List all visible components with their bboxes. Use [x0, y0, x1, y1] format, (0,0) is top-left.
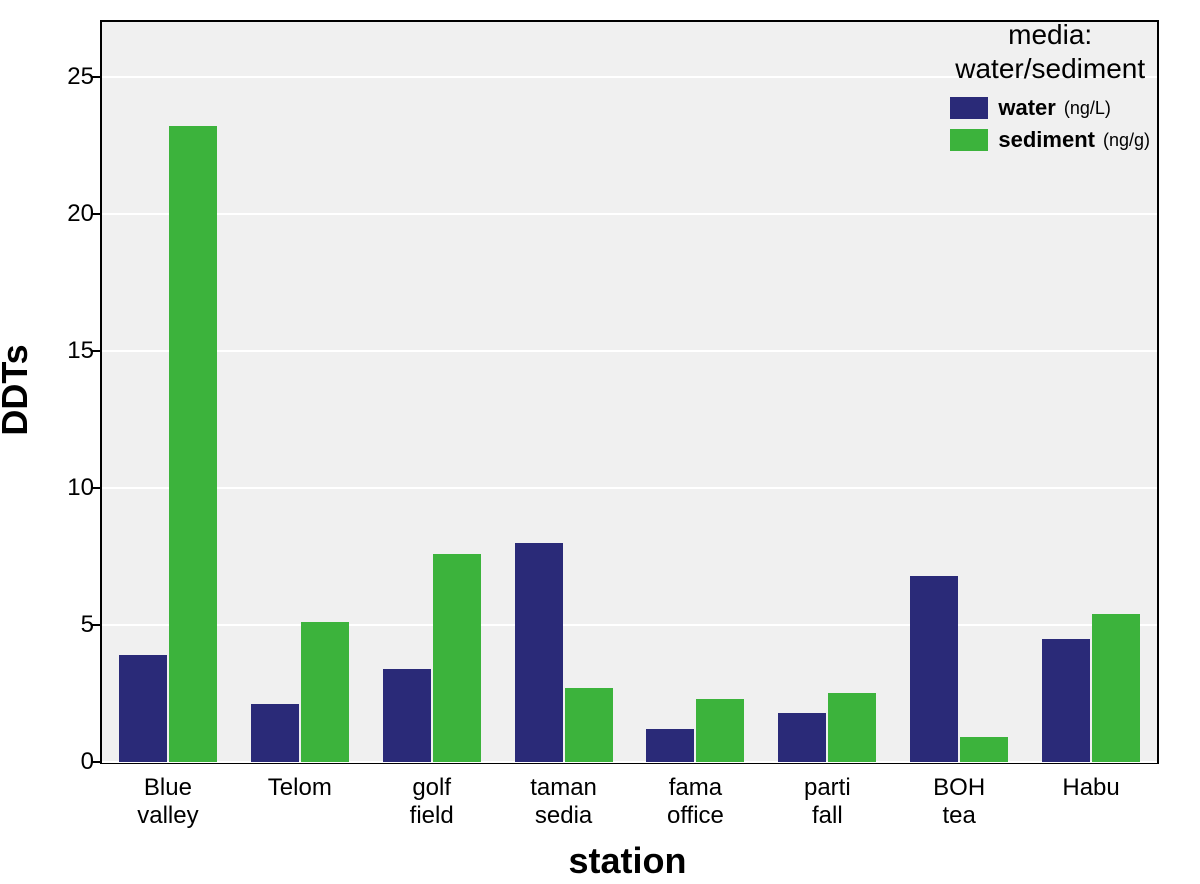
bar-water — [251, 704, 299, 762]
y-tick-mark — [92, 761, 100, 763]
x-tick-label: golffield — [366, 774, 498, 829]
gridline — [102, 487, 1157, 489]
gridline — [102, 624, 1157, 626]
bar-sediment — [169, 126, 217, 762]
y-tick-label: 10 — [67, 474, 94, 502]
bar-water — [646, 729, 694, 762]
legend-label: water — [998, 95, 1055, 121]
gridline — [102, 350, 1157, 352]
x-tick-label: tamansedia — [498, 774, 630, 829]
chart-container: 0510152025BluevalleyTelomgolffieldtamans… — [0, 0, 1200, 884]
bar-sediment — [960, 737, 1008, 762]
bar-water — [515, 543, 563, 762]
legend-item-water: water (ng/L) — [950, 95, 1150, 121]
y-tick-mark — [92, 76, 100, 78]
y-tick-mark — [92, 624, 100, 626]
y-tick-mark — [92, 213, 100, 215]
y-tick-label: 25 — [67, 63, 94, 91]
legend-item-sediment: sediment (ng/g) — [950, 127, 1150, 153]
legend: media:water/sediment water (ng/L) sediment… — [950, 18, 1150, 153]
bar-water — [778, 713, 826, 762]
x-tick-label: famaoffice — [630, 774, 762, 829]
x-tick-label: partifall — [761, 774, 893, 829]
gridline — [102, 213, 1157, 215]
legend-label: sediment — [998, 127, 1095, 153]
legend-swatch — [950, 97, 988, 119]
y-tick-mark — [92, 350, 100, 352]
bar-sediment — [301, 622, 349, 762]
bar-sediment — [565, 688, 613, 762]
x-tick-label: Telom — [234, 774, 366, 802]
legend-unit: (ng/L) — [1064, 98, 1111, 119]
bar-water — [1042, 639, 1090, 762]
bar-sediment — [433, 554, 481, 762]
legend-title: media:water/sediment — [950, 18, 1150, 85]
x-tick-label: BOHtea — [893, 774, 1025, 829]
y-tick-label: 15 — [67, 337, 94, 365]
x-tick-label: Habu — [1025, 774, 1157, 802]
x-tick-label: Bluevalley — [102, 774, 234, 829]
bar-sediment — [696, 699, 744, 762]
legend-swatch — [950, 129, 988, 151]
x-axis-label: station — [100, 840, 1155, 882]
y-axis-label: DDTs — [0, 344, 36, 435]
legend-unit: (ng/g) — [1103, 130, 1150, 151]
y-tick-mark — [92, 487, 100, 489]
bar-water — [910, 576, 958, 762]
bar-sediment — [828, 693, 876, 762]
bar-water — [383, 669, 431, 762]
y-tick-label: 20 — [67, 200, 94, 228]
bar-sediment — [1092, 614, 1140, 762]
bar-water — [119, 655, 167, 762]
